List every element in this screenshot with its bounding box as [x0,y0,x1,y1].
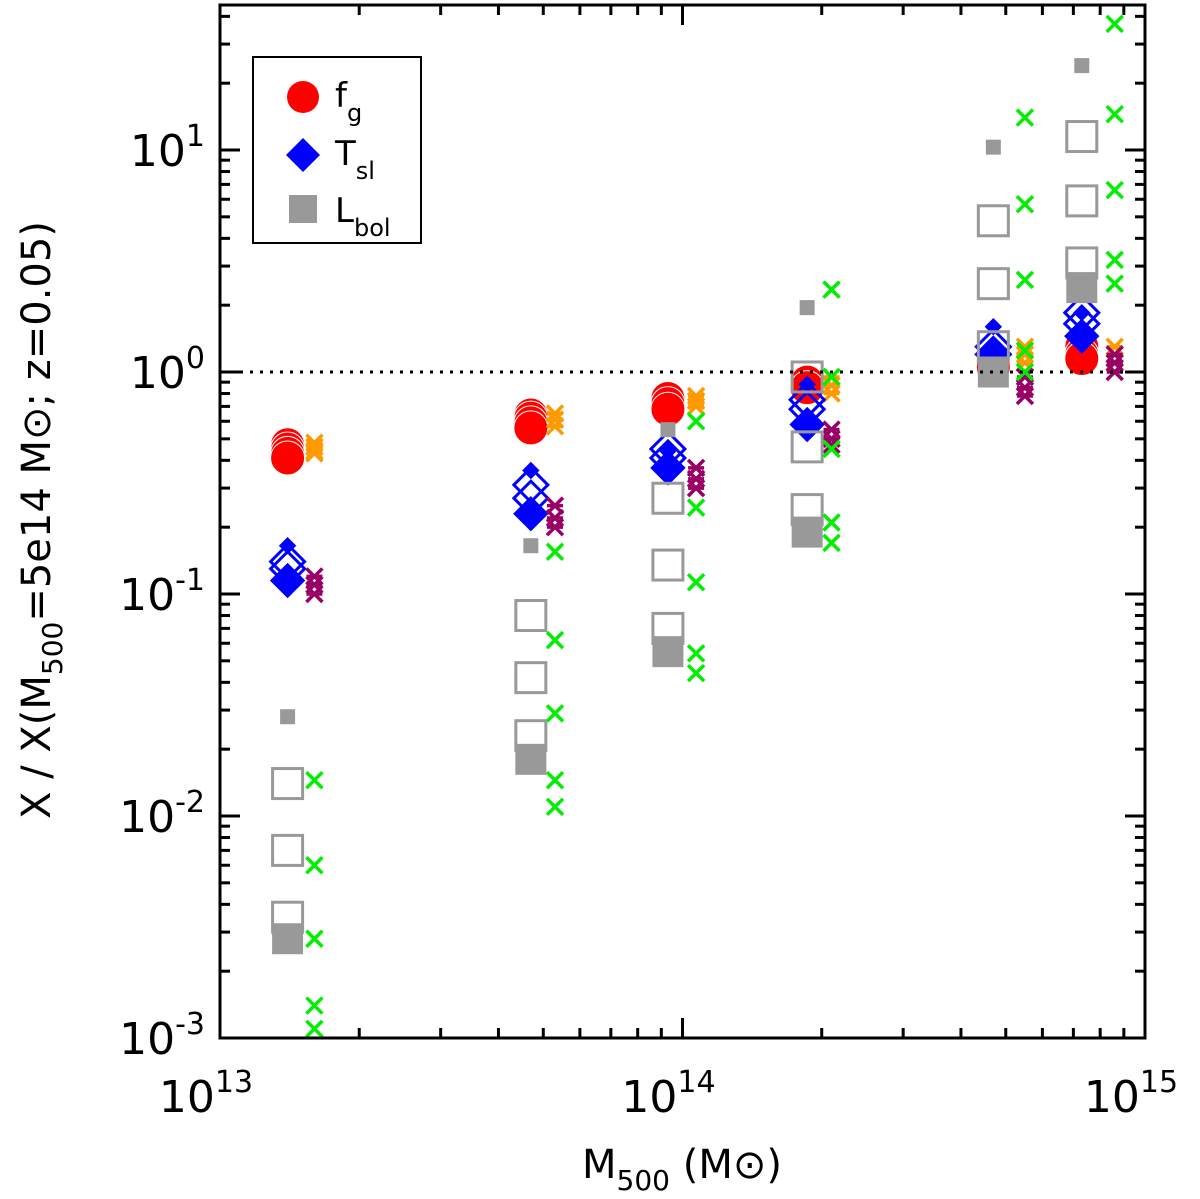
lbol-point [976,267,1010,301]
lbol-point [1065,120,1099,154]
green-x-point [1015,108,1035,127]
lbol-point [791,516,823,548]
lbol-point [652,636,684,668]
lbol-point [985,139,1001,155]
lbol-point [515,743,547,775]
legend-label-lbol: Lbol [335,191,391,242]
x-tick-label: 1015 [1084,1065,1178,1123]
data-markers [268,14,1124,1039]
lbol-point [977,356,1009,388]
lbol-point [1065,184,1099,218]
lbol-point [790,360,824,394]
green-x-point [686,572,706,592]
y-tick-label: 101 [130,119,205,177]
green-x-point [305,770,324,790]
purple-asterisk-point [686,478,706,498]
y-tick-label: 10-3 [119,1007,205,1065]
lbol-point [651,481,685,515]
tsl-point [1064,318,1100,354]
green-x-point [545,630,565,650]
legend-box [252,56,422,244]
legend-marker-tsl [286,138,320,172]
lbol-point [976,204,1010,238]
orange-asterisk-point [686,397,706,416]
lbol-point [651,548,685,582]
green-x-point [305,996,324,1015]
green-x-point [686,663,706,683]
green-x-point [1105,14,1124,34]
fg-point [650,391,686,427]
purple-asterisk-point [545,517,565,537]
green-x-point [1015,270,1035,290]
green-x-point [686,412,706,431]
green-x-point [1105,104,1124,124]
fg-point [513,410,549,446]
lbol-point [280,709,296,725]
x-axis-label: M500 (M⊙) [582,1142,782,1195]
lbol-point [514,661,548,695]
tsl-point [513,495,549,532]
lbol-point [790,430,824,464]
orange-asterisk-point [822,376,841,395]
y-tick-label: 10-1 [119,563,205,621]
purple-asterisk-point [1015,386,1035,406]
legend-label-fg: fg [335,76,362,127]
y-tick-label: 10-2 [119,785,205,843]
lbol-point [1074,58,1090,74]
green-x-point [1015,194,1035,214]
y-tick-label: 100 [130,341,205,399]
legend-marker-fg [287,81,319,113]
green-x-point [545,770,565,790]
tsl-point [650,450,686,486]
lbol-point [271,833,305,867]
legend-marker-lbol [289,195,317,223]
green-x-point [822,533,841,553]
legend-label-tsl: Tsl [334,134,375,185]
green-x-point [822,439,841,459]
axes: 1013 1014 1015 101 100 10-1 10-2 10-3 [119,3,1178,1123]
lbol-point [1066,272,1098,304]
y-axis-label: X / X(M500=5e14 M⊙; z=0.05) [14,221,69,819]
orange-asterisk-point [822,384,841,403]
tsl-point [269,562,306,599]
green-x-point [822,367,841,387]
lbol-point [272,923,304,955]
purple-asterisk-point [1015,378,1035,397]
green-x-point [305,1019,324,1039]
green-x-point [545,704,565,723]
fg-point [270,440,306,476]
tsl-point [522,461,540,480]
x-tick-label: 1014 [621,1065,715,1123]
green-x-point [1105,250,1124,270]
orange-asterisk-point [305,444,324,463]
legend: fg Tsl Lbol [252,56,422,244]
green-x-point [1105,274,1124,293]
lbol-point [523,538,539,554]
green-x-point [1105,180,1124,200]
green-x-point [545,542,565,561]
green-x-point [686,644,706,663]
green-x-point [305,856,324,875]
lbol-point [799,300,815,316]
green-x-point [1015,341,1035,360]
green-x-point [686,498,706,517]
green-x-point [305,929,324,948]
green-x-point [545,797,565,817]
green-x-point [822,513,841,532]
orange-asterisk-point [545,416,565,436]
purple-asterisk-point [305,584,324,604]
x-tick-label: 1013 [159,1065,253,1123]
purple-asterisk-point [305,567,324,586]
lbol-point [514,599,548,633]
green-x-point [1015,362,1035,382]
lbol-point [660,422,676,438]
green-x-point [822,280,841,299]
lbol-point [271,767,305,801]
